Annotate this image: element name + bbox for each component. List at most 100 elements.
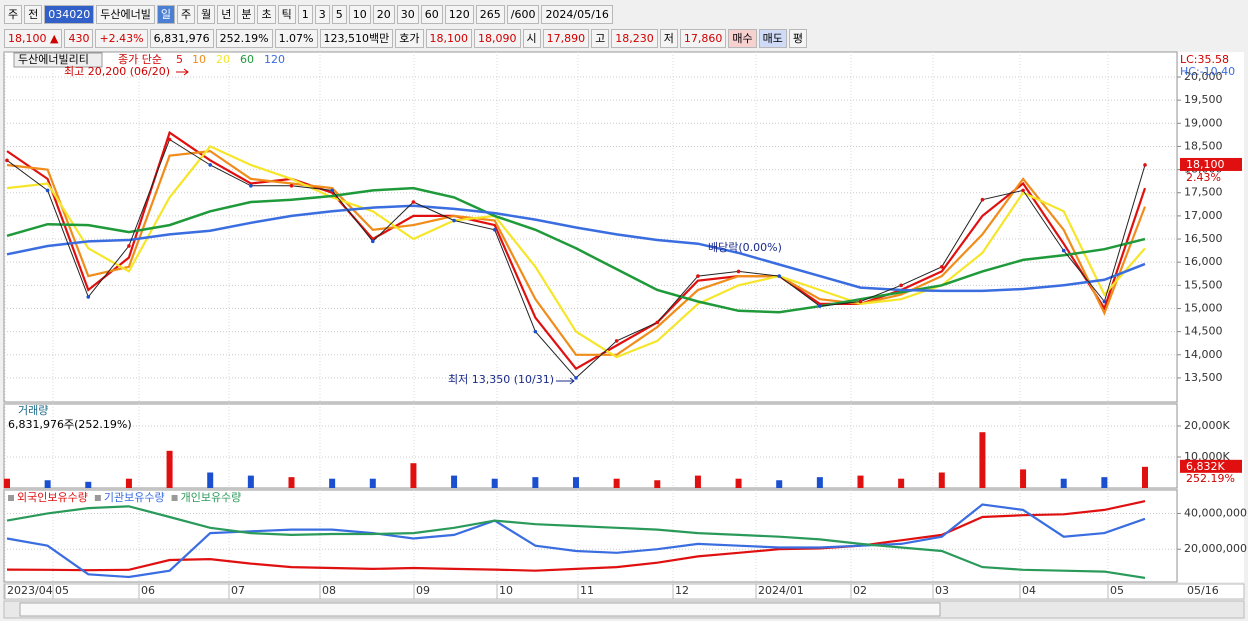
close-point bbox=[249, 183, 253, 188]
y-axis-area bbox=[1178, 52, 1244, 582]
toolbar-item[interactable]: 호가 bbox=[395, 29, 424, 48]
toolbar-item[interactable]: 20 bbox=[372, 5, 395, 24]
close-point bbox=[696, 274, 700, 278]
series-line bbox=[6, 186, 1146, 314]
x-tick-label: 02 bbox=[853, 584, 867, 597]
toolbar-item[interactable]: 두산에너빌 bbox=[96, 5, 155, 24]
bar bbox=[288, 477, 295, 488]
toolbar-item[interactable]: 주 bbox=[176, 5, 196, 24]
legend-prefix: 종가 단순 bbox=[118, 53, 162, 66]
annotation-arrow bbox=[176, 68, 189, 76]
close-point bbox=[330, 188, 334, 193]
toolbar-item[interactable]: 18,100 ▲ bbox=[4, 29, 63, 48]
toolbar-item[interactable]: 1.07% bbox=[274, 29, 318, 48]
close-point bbox=[370, 239, 375, 244]
close-point bbox=[289, 183, 294, 188]
toolbar-item[interactable]: 전 bbox=[24, 5, 43, 24]
toolbar-item[interactable]: 틱 bbox=[277, 5, 296, 24]
toolbar-item[interactable]: 265 bbox=[475, 5, 505, 24]
toolbar-item[interactable]: 매수 bbox=[728, 29, 757, 48]
toolbar-item[interactable]: /600 bbox=[506, 5, 540, 24]
toolbar-item[interactable]: 평 bbox=[788, 29, 807, 48]
toolbar-item[interactable]: 시 bbox=[522, 29, 541, 48]
bar bbox=[532, 477, 539, 488]
toolbar-item[interactable]: 430 bbox=[64, 29, 94, 48]
toolbar-item[interactable]: 034020 bbox=[44, 5, 95, 24]
x-tick-label: 2023/04 bbox=[7, 584, 53, 597]
bar bbox=[694, 475, 701, 488]
x-tick-label: 12 bbox=[675, 584, 689, 597]
close-point bbox=[452, 218, 456, 223]
y-tick-label: 17,000 bbox=[1184, 209, 1223, 222]
toolbar-item[interactable]: 주 bbox=[4, 5, 23, 24]
legend-entry: 20 bbox=[216, 53, 230, 66]
y-tick-label: 13,500 bbox=[1184, 371, 1223, 384]
x-tick-label: 09 bbox=[416, 584, 430, 597]
corner-label: HC:-10.40 bbox=[1180, 65, 1235, 78]
x-tick-label: 2024/01 bbox=[758, 584, 804, 597]
toolbar-item[interactable]: +2.43% bbox=[95, 29, 148, 48]
price-panel bbox=[3, 51, 1178, 403]
close-point bbox=[614, 339, 619, 343]
y-tick-label: 15,000 bbox=[1184, 301, 1223, 314]
toolbar-item[interactable]: 매도 bbox=[758, 29, 787, 48]
toolbar-item[interactable]: 년 bbox=[217, 5, 236, 24]
close-point bbox=[533, 329, 538, 334]
bar bbox=[44, 480, 51, 488]
toolbar-item[interactable]: 고 bbox=[591, 29, 610, 48]
bar bbox=[1101, 477, 1108, 488]
toolbar-item[interactable]: 일 bbox=[156, 5, 175, 24]
annotation: 배당락(0.00%) bbox=[708, 241, 782, 254]
toolbar-item[interactable]: 123,510백만 bbox=[319, 29, 394, 48]
series-line bbox=[6, 145, 1146, 359]
last-volume-label: 6,832K bbox=[1186, 460, 1225, 473]
toolbar-item[interactable]: 17,860 bbox=[679, 29, 727, 48]
toolbar-item[interactable]: 6,831,976 bbox=[149, 29, 214, 48]
bar bbox=[491, 478, 498, 488]
series-line bbox=[6, 130, 1147, 371]
toolbar-item[interactable]: 120 bbox=[444, 5, 474, 24]
bar bbox=[857, 475, 864, 488]
close-point bbox=[1143, 163, 1147, 167]
toolbar-item[interactable]: 18,230 bbox=[611, 29, 658, 48]
close-point bbox=[899, 283, 903, 288]
bar bbox=[1142, 466, 1148, 488]
x-tick-label: 10 bbox=[499, 584, 513, 597]
scroll-thumb[interactable] bbox=[19, 602, 941, 617]
toolbar-item[interactable]: 5 bbox=[331, 5, 347, 24]
bar bbox=[776, 480, 783, 488]
toolbar-item[interactable]: 18,100 bbox=[425, 29, 472, 48]
bar bbox=[207, 472, 214, 488]
volume-panel bbox=[3, 403, 1178, 489]
legend-swatch bbox=[94, 495, 101, 501]
toolbar-item[interactable]: 3 bbox=[314, 5, 330, 24]
bar bbox=[369, 478, 376, 488]
x-tick-label: 04 bbox=[1022, 584, 1036, 597]
corner-label: LC:35.58 bbox=[1180, 53, 1229, 66]
close-point bbox=[736, 269, 741, 274]
x-axis-area bbox=[3, 583, 1245, 600]
y-tick-label: 10,000K bbox=[1184, 450, 1230, 463]
toolbar-item[interactable]: 초 bbox=[257, 5, 276, 24]
toolbar-item[interactable]: 30 bbox=[396, 5, 419, 24]
toolbar-item[interactable]: 18,090 bbox=[474, 29, 521, 48]
toolbar-item[interactable]: 월 bbox=[197, 5, 216, 24]
toolbar-item[interactable]: 60 bbox=[420, 5, 443, 24]
toolbar-item[interactable]: 분 bbox=[237, 5, 256, 24]
toolbar-item[interactable]: 10 bbox=[348, 5, 371, 24]
bar bbox=[654, 480, 661, 488]
close-point bbox=[818, 304, 822, 308]
y-tick-label: 20,000,000 bbox=[1184, 542, 1247, 555]
toolbar-item[interactable]: 1 bbox=[297, 5, 313, 24]
y-tick-label: 16,000 bbox=[1184, 255, 1223, 268]
last-price-label: 18,100 bbox=[1186, 158, 1225, 171]
bar bbox=[613, 478, 620, 488]
legend-entry: 기관보유수량 bbox=[104, 491, 165, 504]
toolbar-item[interactable]: 저 bbox=[659, 29, 678, 48]
toolbar-item[interactable]: 17,890 bbox=[542, 29, 590, 48]
bar bbox=[573, 477, 579, 488]
toolbar-item[interactable]: 2024/05/16 bbox=[541, 5, 613, 24]
bar bbox=[85, 481, 92, 488]
toolbar-item[interactable]: 252.19% bbox=[215, 29, 273, 48]
x-current-label: 05/16 bbox=[1187, 584, 1219, 597]
